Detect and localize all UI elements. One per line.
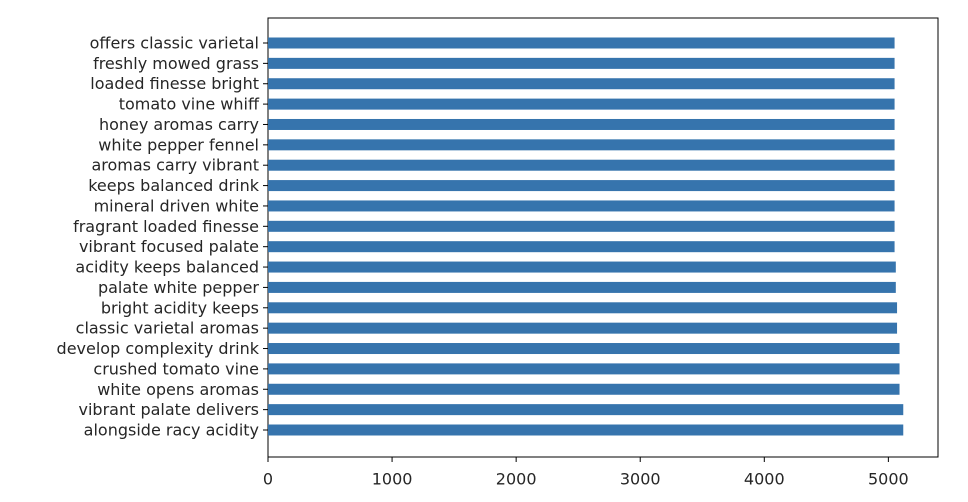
x-tick-label: 3000: [620, 470, 661, 489]
bar: [268, 37, 895, 49]
category-label: fragrant loaded finesse: [73, 217, 259, 236]
bar: [268, 322, 898, 334]
category-label: tomato vine whiff: [119, 95, 260, 114]
bar: [268, 281, 896, 293]
category-label: mineral driven white: [94, 196, 259, 215]
category-label: crushed tomato vine: [93, 359, 259, 378]
category-label: alongside racy acidity: [84, 421, 259, 440]
bar: [268, 302, 898, 314]
bar: [268, 363, 900, 375]
bar: [268, 98, 895, 110]
category-label: freshly mowed grass: [93, 54, 259, 73]
category-label: vibrant focused palate: [79, 237, 259, 256]
category-label: develop complexity drink: [57, 339, 260, 358]
x-tick-label: 2000: [496, 470, 537, 489]
category-label: honey aromas carry: [99, 115, 259, 134]
bar: [268, 180, 895, 192]
bar: [268, 383, 900, 395]
category-label: acidity keeps balanced: [75, 258, 259, 277]
category-label: white pepper fennel: [98, 135, 259, 154]
bars-group: [268, 37, 904, 436]
category-label: bright acidity keeps: [101, 298, 259, 317]
bar: [268, 220, 895, 232]
bar: [268, 139, 895, 151]
bar: [268, 261, 896, 273]
bar: [268, 424, 904, 436]
x-tick-label: 5000: [868, 470, 909, 489]
x-tick-label: 1000: [372, 470, 413, 489]
bar: [268, 241, 895, 253]
bar: [268, 404, 904, 416]
category-label: aromas carry vibrant: [91, 156, 259, 175]
x-axis-ticks: 0 1000 2000 3000 4000 5000: [263, 457, 909, 489]
category-label: offers classic varietal: [90, 34, 259, 53]
bar: [268, 159, 895, 171]
bar: [268, 343, 900, 355]
category-label: keeps balanced drink: [88, 176, 260, 195]
bar: [268, 200, 895, 212]
category-label: vibrant palate delivers: [79, 400, 259, 419]
x-tick-label: 0: [263, 470, 273, 489]
x-tick-label: 4000: [744, 470, 785, 489]
category-label: loaded finesse bright: [90, 74, 259, 93]
bar: [268, 78, 895, 90]
bar: [268, 118, 895, 130]
category-label: white opens aromas: [97, 380, 259, 399]
category-label: classic varietal aromas: [76, 319, 259, 338]
category-label: palate white pepper: [98, 278, 259, 297]
bar: [268, 57, 895, 69]
